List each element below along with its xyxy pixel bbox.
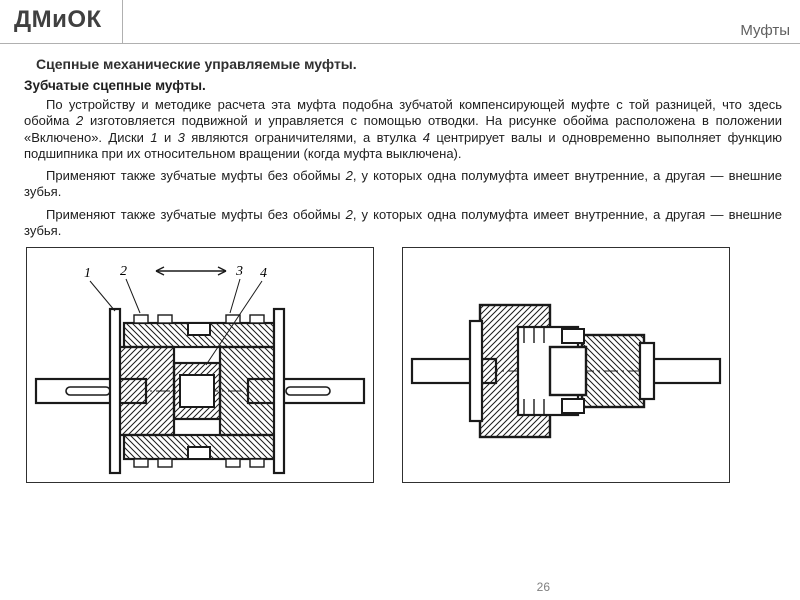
body-paragraph: Применяют также зубчатые муфты без обойм… bbox=[24, 168, 782, 201]
section-heading: Зубчатые сцепные муфты. bbox=[24, 78, 782, 93]
page-number: 26 bbox=[537, 580, 550, 594]
logo-text: ДМиОК bbox=[14, 6, 102, 34]
diagram-callout-4: 4 bbox=[260, 266, 267, 281]
content-area: Сцепные механические управляемые муфты. … bbox=[0, 44, 800, 483]
body-paragraph: Применяют также зубчатые муфты без обойм… bbox=[24, 207, 782, 240]
diagram-callout-2: 2 bbox=[120, 264, 127, 279]
header-separator bbox=[122, 0, 123, 43]
diagram-callout-1: 1 bbox=[84, 266, 91, 281]
category-label: Муфты bbox=[740, 22, 790, 39]
figure-right bbox=[402, 247, 730, 483]
figure-left: 1 2 3 4 bbox=[26, 247, 374, 483]
figure-row: 1 2 3 4 bbox=[26, 247, 782, 483]
slide-subtitle: Сцепные механические управляемые муфты. bbox=[36, 56, 782, 72]
page-header: ДМиОК Муфты bbox=[0, 0, 800, 44]
diagram-callout-3: 3 bbox=[235, 264, 243, 279]
body-paragraph: По устройству и методике расчета эта муф… bbox=[24, 97, 782, 162]
